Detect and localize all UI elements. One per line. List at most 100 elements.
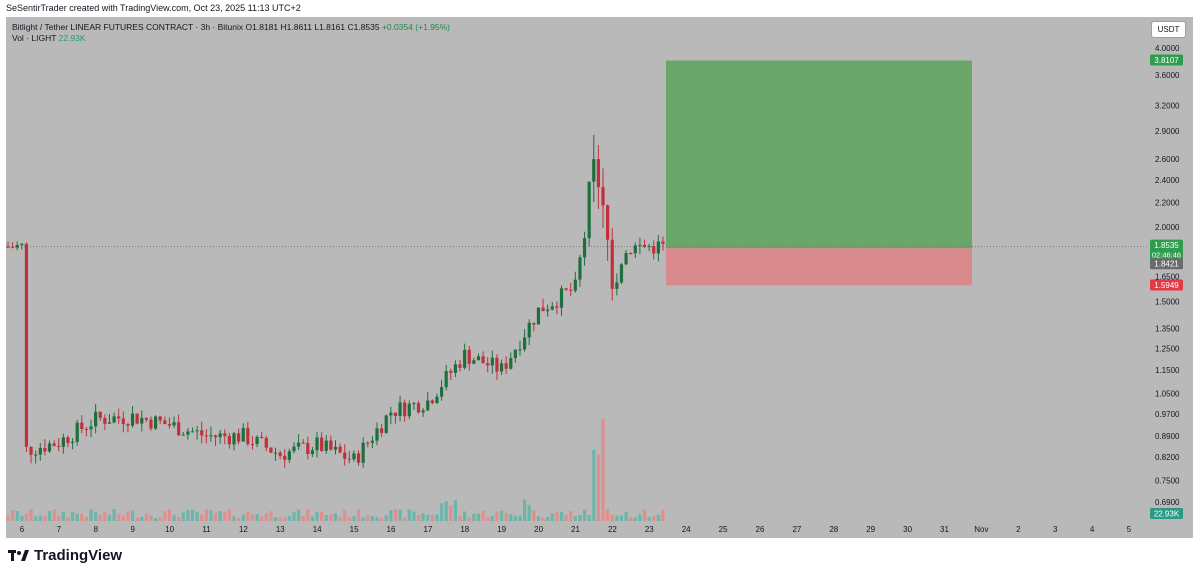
- volume-bar: [38, 515, 42, 521]
- x-tick-label: Nov: [974, 525, 988, 534]
- volume-bar: [486, 517, 490, 521]
- x-tick-label: 18: [460, 525, 469, 534]
- volume-bars: [6, 419, 665, 521]
- candle-body: [190, 431, 195, 433]
- volume-bar: [324, 514, 328, 521]
- candle-body: [398, 402, 402, 417]
- volume-bar: [273, 517, 278, 521]
- volume-bar: [306, 509, 310, 521]
- candle-body: [606, 205, 610, 240]
- volume-bar: [149, 515, 153, 521]
- volume-bar: [573, 516, 577, 521]
- volume-bar: [255, 514, 259, 521]
- candle-body: [84, 428, 89, 430]
- currency-button[interactable]: USDT: [1151, 21, 1186, 38]
- volume-bar: [375, 517, 379, 521]
- candle-body: [619, 264, 624, 283]
- target-zone[interactable]: [666, 60, 972, 249]
- volume-bar: [352, 515, 356, 521]
- candle-body: [439, 387, 444, 397]
- y-tick-label: 0.8200: [1155, 453, 1180, 462]
- candle-body: [661, 241, 665, 244]
- candle-body: [430, 400, 434, 403]
- candle-body: [255, 436, 259, 445]
- candle-body: [89, 426, 93, 430]
- stop-price-badge: [1150, 279, 1183, 291]
- volume-bar: [601, 419, 605, 521]
- x-tick-label: 5: [1127, 525, 1132, 534]
- volume-bar: [343, 509, 347, 521]
- candle-body: [296, 442, 301, 447]
- candle-body: [186, 431, 190, 435]
- candle-body: [167, 424, 172, 426]
- x-tick-label: 6: [20, 525, 25, 534]
- target-price-badge-label: 3.8107: [1154, 56, 1179, 65]
- candle-body: [15, 245, 19, 248]
- candle-body: [555, 306, 559, 308]
- candle-body: [273, 452, 278, 454]
- x-tick-label: 29: [866, 525, 875, 534]
- candle-body: [112, 416, 116, 423]
- candle-body: [435, 396, 439, 403]
- volume-bar: [181, 512, 185, 521]
- volume-bar: [232, 516, 236, 521]
- candle-body: [564, 288, 568, 290]
- symbol-legend[interactable]: Bitlight / Tether LINEAR FUTURES CONTRAC…: [12, 22, 450, 32]
- candle-body: [384, 415, 388, 433]
- volume-bar: [439, 503, 444, 521]
- volume-bar: [629, 517, 633, 521]
- volume-bar: [504, 512, 508, 521]
- candle-body: [43, 447, 47, 452]
- candle-body: [499, 363, 504, 372]
- candle-body: [656, 241, 660, 254]
- y-tick-label: 1.2500: [1155, 344, 1180, 353]
- x-tick-label: 14: [313, 525, 322, 534]
- volume-bar: [94, 512, 98, 521]
- volume-bar: [103, 511, 107, 521]
- volume-bar: [656, 514, 660, 521]
- volume-bar: [361, 517, 365, 521]
- x-tick-label: 10: [165, 525, 174, 534]
- candle-body: [550, 306, 554, 310]
- tradingview-logo[interactable]: TradingView: [8, 547, 122, 564]
- candle-body: [393, 412, 398, 417]
- y-tick-label: 1.0500: [1155, 389, 1180, 398]
- volume-bar: [495, 511, 499, 521]
- candle-body: [504, 363, 508, 369]
- volume-bar: [218, 510, 222, 521]
- countdown-label: 02:46:46: [1152, 251, 1181, 260]
- last-price-badge: [1150, 239, 1183, 261]
- candle-body: [287, 451, 291, 460]
- candle-body: [135, 413, 139, 424]
- volume-bar: [89, 509, 93, 521]
- volume-bar: [135, 517, 139, 521]
- candle-body: [107, 422, 112, 424]
- volume-bar: [532, 510, 536, 521]
- volume-bar: [356, 509, 361, 521]
- candle-body: [98, 411, 102, 418]
- volume-bar: [389, 510, 393, 521]
- candle-body: [80, 422, 84, 429]
- price-axis: 4.0000 3.6000 3.2000 2.9000 2.6000 2.4000 2.20…: [1155, 44, 1180, 507]
- volume-bar: [513, 515, 517, 521]
- candle-body: [204, 435, 208, 437]
- candle-body: [356, 453, 361, 463]
- volume-bar: [107, 514, 112, 521]
- volume-bar: [15, 510, 19, 521]
- y-tick-label: 1.6500: [1155, 273, 1180, 282]
- volume-bar: [463, 511, 467, 521]
- volume-bar: [587, 515, 591, 521]
- volume-bar: [246, 511, 250, 521]
- candle-body: [601, 187, 605, 206]
- volume-bar: [278, 517, 282, 521]
- x-tick-label: 7: [57, 525, 62, 534]
- volume-legend[interactable]: Vol · LIGHT 22.93K: [12, 33, 86, 43]
- chart-pane[interactable]: [6, 17, 1193, 538]
- y-tick-label: 0.9700: [1155, 410, 1180, 419]
- candle-body: [269, 447, 273, 453]
- volume-bar: [435, 514, 439, 521]
- brand-name: TradingView: [34, 547, 123, 564]
- candle-body: [310, 450, 315, 454]
- stop-zone[interactable]: [666, 248, 972, 286]
